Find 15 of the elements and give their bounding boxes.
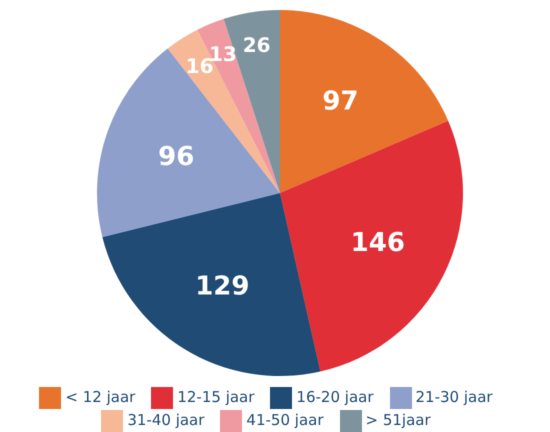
legend-label: 31-40 jaar	[127, 411, 204, 430]
legend-label: > 51jaar	[366, 411, 431, 430]
pie-slice	[280, 120, 463, 372]
pie-slice	[102, 193, 320, 376]
legend-label: 41-50 jaar	[246, 411, 324, 430]
data-label: 26	[242, 32, 271, 57]
pie-slice	[280, 10, 448, 193]
data-label: 146	[350, 228, 405, 258]
legend-label: 21-30 jaar	[416, 388, 493, 406]
legend-label: < 12 jaar	[65, 388, 136, 406]
legend-label: 16-20 jaar	[296, 388, 374, 406]
legend-label: 12-15 jaar	[177, 388, 254, 406]
data-label: 96	[158, 142, 194, 172]
data-label: 97	[322, 86, 359, 116]
data-label: 129	[195, 271, 250, 302]
